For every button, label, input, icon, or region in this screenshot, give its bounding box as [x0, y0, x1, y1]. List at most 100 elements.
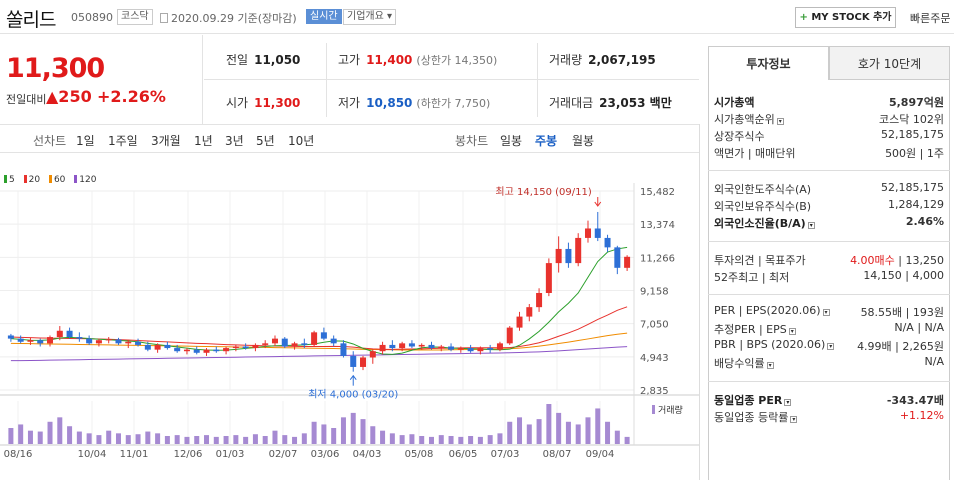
candle-body	[86, 338, 93, 344]
candle-body	[536, 292, 543, 308]
candle-body	[545, 263, 552, 293]
candle-body	[242, 346, 249, 349]
legend-ma5: 5	[4, 175, 15, 185]
volume-bar	[585, 417, 591, 444]
tab-weekly-candle[interactable]: 주봉	[535, 134, 558, 148]
info-row: 동일업종 PER ▾ -343.47배	[714, 392, 944, 408]
high-price: 고가 11,400 (상한가 14,350)	[338, 51, 497, 68]
info-row: 외국인한도주식수(A) 52,185,175	[714, 181, 944, 197]
high-arrow	[594, 201, 602, 207]
candle-body	[399, 343, 406, 349]
info-row-value: 코스닥 102위	[879, 111, 944, 127]
quick-order-link[interactable]: 빠른주문	[910, 12, 951, 25]
volume-bar	[233, 435, 239, 444]
candle-body	[183, 349, 190, 352]
tab-1day[interactable]: 1일	[76, 134, 95, 148]
info-icon[interactable]: ▾	[776, 118, 784, 125]
my-stock-add-button[interactable]: + MY STOCK 추가	[795, 7, 896, 28]
tab-3year[interactable]: 3년	[225, 134, 244, 148]
candle-body	[213, 349, 220, 352]
tab-1week[interactable]: 1주일	[108, 134, 138, 148]
candle-body	[76, 337, 83, 339]
y-tick-label: 13,374	[640, 220, 675, 231]
info-row-value-text: 52,185,175	[881, 181, 944, 194]
volume-bar	[624, 436, 630, 444]
legend-ma120: 120	[74, 175, 96, 185]
candle-body	[223, 348, 230, 352]
candle-body	[360, 357, 367, 367]
candle-body	[516, 316, 523, 328]
volume-bar	[223, 436, 229, 444]
info-row-label: 52주최고 | 최저	[714, 271, 790, 284]
candle-body	[66, 330, 73, 338]
candle-body	[301, 343, 308, 345]
volume-bar	[507, 421, 513, 444]
tab-monthly-candle[interactable]: 월봉	[572, 134, 595, 148]
volume-bar	[292, 436, 298, 444]
candle-body	[311, 332, 318, 345]
volume-bar	[135, 434, 141, 444]
volume-bar	[546, 404, 552, 444]
info-row-value-text: 52,185,175	[881, 128, 944, 141]
stats-divider	[537, 43, 538, 117]
info-row: PER | EPS(2020.06) ▾ 58.55배 | 193원	[714, 304, 944, 320]
volume-bar	[194, 436, 200, 444]
realtime-button[interactable]: 실시간	[306, 9, 342, 24]
info-row: 동일업종 등락률 ▾ +1.12%	[714, 409, 944, 425]
info-icon[interactable]: ▾	[827, 343, 835, 350]
info-row-label: 추정PER | EPS ▾	[714, 323, 796, 336]
volume: 거래량 2,067,195	[549, 51, 656, 68]
volume-bar	[438, 435, 444, 444]
tab-quote-10[interactable]: 호가 10단계	[829, 46, 950, 80]
company-overview-dropdown[interactable]: 기업개요 ▾	[343, 9, 396, 25]
info-row-label: PBR | BPS (2020.06) ▾	[714, 338, 835, 351]
volume-bar	[389, 433, 395, 444]
tab-investment-info[interactable]: 투자정보	[708, 46, 829, 80]
candle-body	[7, 335, 14, 339]
x-tick-label: 12/06	[174, 449, 203, 460]
candle-body	[487, 348, 494, 350]
volume-bar	[614, 430, 620, 444]
volume-bar	[331, 428, 337, 444]
open-label: 시가	[226, 96, 249, 110]
plus-icon: +	[799, 12, 808, 23]
volume-bar	[106, 430, 112, 444]
candle-body	[506, 327, 513, 344]
volume-bar	[419, 436, 425, 444]
ma-legend: 5 20 60 120	[4, 175, 102, 185]
volume-bar	[340, 417, 346, 444]
candle-body	[203, 349, 210, 353]
info-row-value-text: -343.47배	[886, 394, 944, 407]
info-icon[interactable]: ▾	[790, 416, 798, 423]
company-name: 쏠리드	[6, 9, 56, 31]
info-row: 배당수익률 ▾ N/A	[714, 355, 944, 371]
tab-1year[interactable]: 1년	[194, 134, 213, 148]
candle-body	[262, 343, 269, 345]
tab-5year[interactable]: 5년	[256, 134, 275, 148]
price-chart[interactable]: 15,482 13,374 11,266 9,158 7,050 4,943 2,835 08…	[0, 183, 699, 480]
stock-code: 050890	[71, 11, 113, 24]
info-row-value: 4.00매수 | 13,250	[850, 252, 944, 268]
info-icon[interactable]: ▾	[784, 399, 792, 406]
info-icon[interactable]: ▾	[788, 328, 796, 335]
info-row-value-text: 2.46%	[905, 215, 944, 228]
info-row-value: 4.99배 | 2,265원	[857, 338, 944, 354]
info-row-value-text: 500원 | 1주	[885, 147, 944, 160]
ma5-line	[10, 246, 628, 355]
info-icon[interactable]: ▾	[766, 362, 774, 369]
info-row-value-text: 5,897억원	[888, 96, 944, 109]
candle-body	[408, 343, 415, 347]
info-row-value: -343.47배	[887, 392, 944, 408]
volume-bar	[497, 433, 503, 444]
info-icon[interactable]: ▾	[807, 222, 815, 229]
tab-daily-candle[interactable]: 일봉	[500, 134, 523, 148]
low-price: 저가 10,850 (하한가 7,750)	[338, 94, 490, 111]
info-row-label: PER | EPS(2020.06) ▾	[714, 304, 830, 317]
prev-close: 전일 11,050	[226, 51, 300, 68]
tab-10year[interactable]: 10년	[288, 134, 315, 148]
tab-3month[interactable]: 3개월	[151, 134, 181, 148]
change-percent: +2.26%	[97, 87, 166, 106]
market-badge: 코스닥	[117, 9, 153, 25]
info-icon[interactable]: ▾	[822, 309, 830, 316]
info-row-label: 시가총액순위 ▾	[714, 113, 784, 126]
